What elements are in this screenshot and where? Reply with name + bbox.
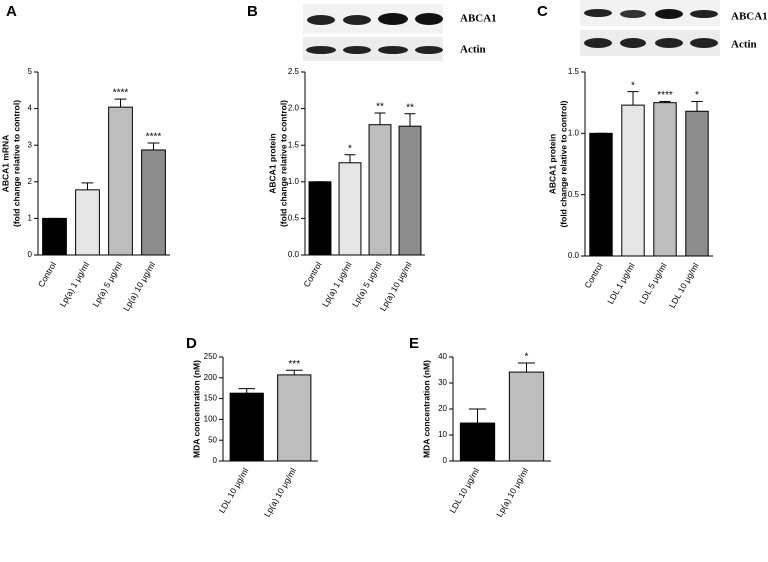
y-tick-label: 30: [438, 378, 447, 387]
bar: [141, 149, 166, 256]
bar: [277, 374, 312, 462]
y-tick-label: 1: [28, 214, 33, 223]
bar: [75, 189, 100, 256]
y-tick-label: 1.0: [568, 128, 580, 137]
chart-panel: B ABCA1 Actin 0.0 0.5 1.0 1.5 2.0 2.5 ABCA1 prote…: [247, 3, 497, 313]
panel-label: B: [247, 3, 258, 20]
blot-band: [343, 46, 371, 54]
y-tick-label: 150: [204, 394, 218, 403]
bar: [621, 104, 645, 257]
bar: [368, 124, 392, 256]
y-tick-label: 0.0: [568, 251, 580, 260]
y-tick-label: 50: [208, 435, 217, 444]
bar: [229, 392, 264, 462]
y-axis-label: ABCA1 mRNA: [0, 135, 10, 193]
blot-band: [378, 13, 408, 25]
panel-label: D: [186, 335, 197, 352]
blot-b: [303, 4, 443, 61]
significance: ****: [657, 90, 673, 101]
y-axis-label: ABCA1 protein: [547, 134, 557, 194]
y-tick-label: 0.5: [288, 214, 300, 223]
panel-label: C: [537, 3, 548, 20]
y-tick-label: 2.5: [288, 67, 300, 76]
bar: [459, 422, 496, 462]
y-tick-label: 5: [28, 67, 33, 76]
blot-band: [655, 9, 683, 19]
bar: [589, 132, 613, 257]
y-tick-label: 4: [28, 104, 33, 113]
panel-label: A: [6, 3, 17, 20]
significance: ****: [146, 132, 162, 143]
y-tick-label: 10: [438, 430, 447, 439]
blot-band: [415, 46, 443, 54]
bar: [42, 217, 67, 256]
bar: [653, 102, 677, 257]
blot-band: [307, 15, 335, 25]
blot-band: [584, 38, 612, 48]
bar: [338, 162, 362, 256]
blot-label: Actin: [731, 39, 757, 51]
significance: **: [406, 102, 414, 113]
y-tick-label: 1.5: [288, 140, 300, 149]
blot-band: [690, 38, 718, 48]
y-axis-label: ABCA1 protein: [267, 133, 277, 193]
y-tick-label: 250: [204, 352, 218, 361]
blot-band: [655, 38, 683, 48]
y-tick-label: 20: [438, 404, 447, 413]
significance: *: [695, 90, 699, 101]
blot-label: ABCA1: [731, 11, 768, 23]
significance: *: [631, 80, 635, 91]
significance: *: [348, 143, 352, 154]
y-axis-label: (fold change relative to control): [558, 100, 568, 227]
y-tick-label: 40: [438, 352, 447, 361]
significance: **: [376, 102, 384, 113]
blot-c: [580, 0, 720, 56]
y-tick-label: 0: [28, 250, 33, 259]
y-tick-label: 2.0: [288, 104, 300, 113]
bar: [508, 371, 545, 462]
significance: ***: [288, 359, 300, 370]
blot-band: [378, 46, 408, 54]
y-tick-label: 0: [213, 456, 218, 465]
y-tick-label: 0.0: [288, 250, 300, 259]
bar: [308, 181, 332, 256]
y-tick-label: 100: [204, 415, 218, 424]
y-axis-label: MDA concentration (nM): [421, 360, 431, 458]
y-tick-label: 0: [443, 456, 448, 465]
significance: ****: [113, 88, 129, 99]
y-tick-label: 1.0: [288, 177, 300, 186]
blot-band: [584, 9, 612, 17]
significance: *: [525, 352, 529, 363]
bar: [685, 110, 709, 257]
y-tick-label: 200: [204, 373, 218, 382]
bar: [108, 106, 133, 256]
blot-band: [343, 15, 371, 25]
blot-band: [620, 38, 646, 48]
y-axis-label: (fold change relative to control): [278, 100, 288, 227]
y-tick-label: 3: [28, 140, 33, 149]
y-tick-label: 1.5: [568, 67, 580, 76]
bar: [398, 125, 422, 256]
blot-band: [690, 10, 718, 18]
y-axis-label: MDA concentration (nM): [191, 360, 201, 458]
blot-band: [415, 13, 443, 25]
panel-label: E: [409, 335, 419, 352]
blot-band: [306, 46, 336, 54]
y-tick-label: 0.5: [568, 190, 580, 199]
blot-band: [620, 10, 646, 18]
blot-label: Actin: [460, 44, 486, 56]
y-axis-label: (fold change relative to control): [11, 100, 21, 227]
blot-label: ABCA1: [460, 13, 497, 25]
y-tick-label: 2: [28, 177, 33, 186]
